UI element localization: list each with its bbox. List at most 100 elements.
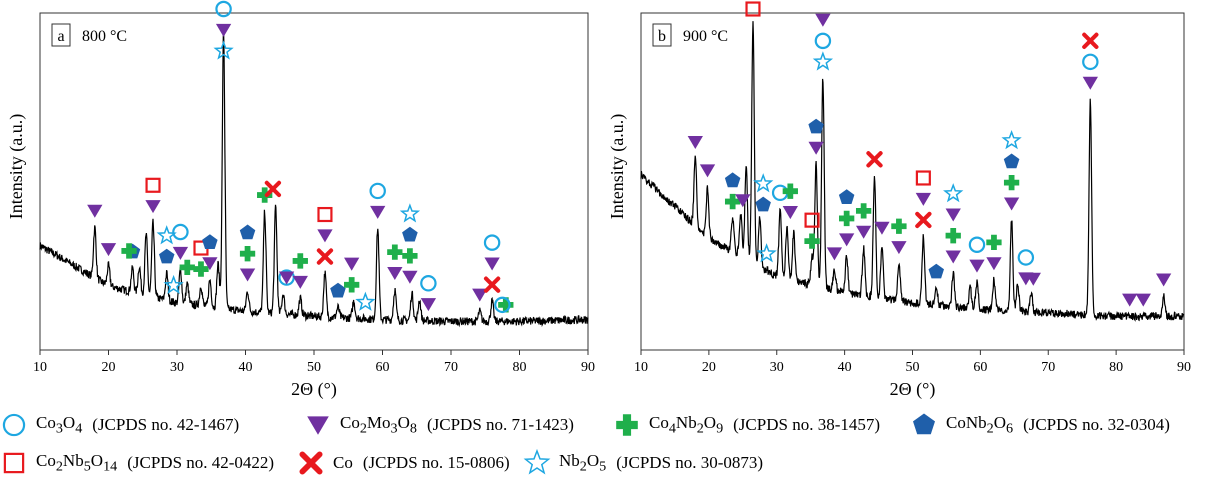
plus-marker <box>179 259 195 276</box>
star-marker <box>1001 129 1022 150</box>
triangle-marker <box>969 259 985 273</box>
star-marker <box>156 225 177 245</box>
triangle-marker <box>687 135 703 149</box>
circle-marker <box>968 236 986 254</box>
pentagon-marker <box>202 234 218 249</box>
triangle-marker <box>915 192 932 206</box>
circle-symbol <box>2 413 26 437</box>
plus-marker <box>986 234 1002 251</box>
legend-item-co2nb5o14: Co2Nb5O14 (JCPDS no. 42-0422) <box>0 447 274 479</box>
cross-marker <box>1082 32 1099 49</box>
legend-row-2: Co2Nb5O14 (JCPDS no. 42-0422) Co (JCPDS no… <box>0 447 1220 479</box>
plus-marker <box>724 193 741 210</box>
plus-marker <box>945 228 961 244</box>
x-tick-label: 10 <box>33 360 47 375</box>
circle-marker <box>215 0 232 18</box>
star-legend-icon <box>523 449 551 475</box>
triangle-marker <box>278 271 295 285</box>
triangle-marker <box>292 275 308 289</box>
cross-marker <box>866 151 883 168</box>
x-tick-label: 80 <box>513 360 527 375</box>
circle-marker <box>1017 249 1035 266</box>
triangle-marker <box>87 204 103 218</box>
legend-formula: Co <box>333 453 353 472</box>
y-axis-label: Intensity (a.u.) <box>6 114 27 219</box>
y-axis-label: Intensity (a.u.) <box>607 114 628 219</box>
legend-row-1: Co3O4 (JCPDS no. 42-1467) Co2Mo3O8 (JCPDS … <box>0 409 1220 441</box>
plus-marker <box>498 297 514 313</box>
x-tick-label: 80 <box>1109 360 1123 375</box>
circle-marker <box>369 182 386 200</box>
circle-marker <box>172 223 189 241</box>
triangle-marker <box>145 200 161 214</box>
triangle-marker <box>839 233 855 247</box>
x-tick-label: 70 <box>444 360 458 375</box>
star-marker <box>213 40 234 60</box>
legend-item-conb2o6: CoNb2O6 (JCPDS no. 32-0304) <box>910 409 1170 441</box>
triangle-marker <box>891 241 907 255</box>
legend-reference: (JCPDS no. 71-1423) <box>426 415 574 434</box>
star-marker <box>812 51 834 71</box>
star-marker <box>355 291 376 311</box>
star-marker <box>943 183 964 203</box>
legend-reference: (JCPDS no. 42-0422) <box>127 453 275 472</box>
plus-marker <box>257 187 273 203</box>
plus-legend-icon <box>616 414 638 436</box>
triangle-marker <box>402 270 418 284</box>
x-tick-label: 30 <box>170 360 184 375</box>
x-tick-label: 50 <box>906 360 920 375</box>
legend-item-co: Co (JCPDS no. 15-0806) <box>297 447 510 479</box>
square-legend-icon <box>3 452 25 474</box>
cross-symbol <box>299 451 323 475</box>
pentagon-legend-icon <box>913 413 935 435</box>
pentagon-marker <box>724 172 741 188</box>
cross-marker <box>483 276 501 293</box>
plus-marker <box>782 183 798 199</box>
triangle-marker <box>782 206 798 220</box>
triangle-marker <box>344 257 360 271</box>
circle-marker <box>814 32 832 50</box>
pentagon-marker <box>239 224 256 240</box>
square-marker <box>745 1 761 17</box>
panel-label: b <box>658 28 666 45</box>
xrd-figure: 10 20 30 40 50 60 70 80 90 2Θ (°) Intensity (a.u.)… <box>6 0 1191 400</box>
cross-marker <box>915 211 932 229</box>
plus-marker <box>1003 174 1020 191</box>
square-marker <box>804 212 820 228</box>
square-symbol <box>3 452 25 474</box>
cross-marker <box>316 248 334 265</box>
legend-item-co2mo3o8: Co2Mo3O8 (JCPDS no. 71-1423) <box>304 409 574 441</box>
pentagon-marker <box>838 189 855 204</box>
triangle-marker <box>100 243 117 257</box>
x-tick-label: 20 <box>702 360 716 375</box>
triangle-marker <box>172 246 189 260</box>
triangle-marker <box>815 13 831 27</box>
circle-marker <box>494 296 511 314</box>
x-axis-label: 2Θ (°) <box>890 379 936 400</box>
plus-marker <box>387 244 403 260</box>
x-tick-label: 50 <box>307 360 321 375</box>
plus-marker <box>193 261 209 277</box>
legend-reference: (JCPDS no. 30-0873) <box>616 453 764 472</box>
star-marker <box>753 173 774 193</box>
triangle-marker <box>1155 273 1172 287</box>
x-tick-label: 90 <box>1177 360 1191 375</box>
plus-marker <box>839 210 855 227</box>
triangle-marker <box>420 298 437 312</box>
triangle-marker <box>735 194 751 208</box>
plus-marker <box>804 233 820 249</box>
triangle-marker <box>945 208 961 222</box>
plus-marker <box>344 277 360 293</box>
triangle-marker <box>945 250 961 264</box>
legend-reference: (JCPDS no. 32-0304) <box>1023 415 1170 434</box>
triangle-marker <box>239 268 256 282</box>
x-tick-label: 70 <box>1041 360 1055 375</box>
legend-formula: CoNb2O6 <box>946 412 1014 437</box>
x-tick-label: 60 <box>973 360 987 375</box>
triangle-marker <box>370 205 386 219</box>
square-marker <box>145 177 161 193</box>
cross-legend-icon <box>299 451 323 475</box>
legend-formula: Co2Nb5O14 <box>36 450 118 475</box>
panel-label: a <box>57 28 64 45</box>
legend-reference: (JCPDS no. 38-1457) <box>733 415 881 434</box>
